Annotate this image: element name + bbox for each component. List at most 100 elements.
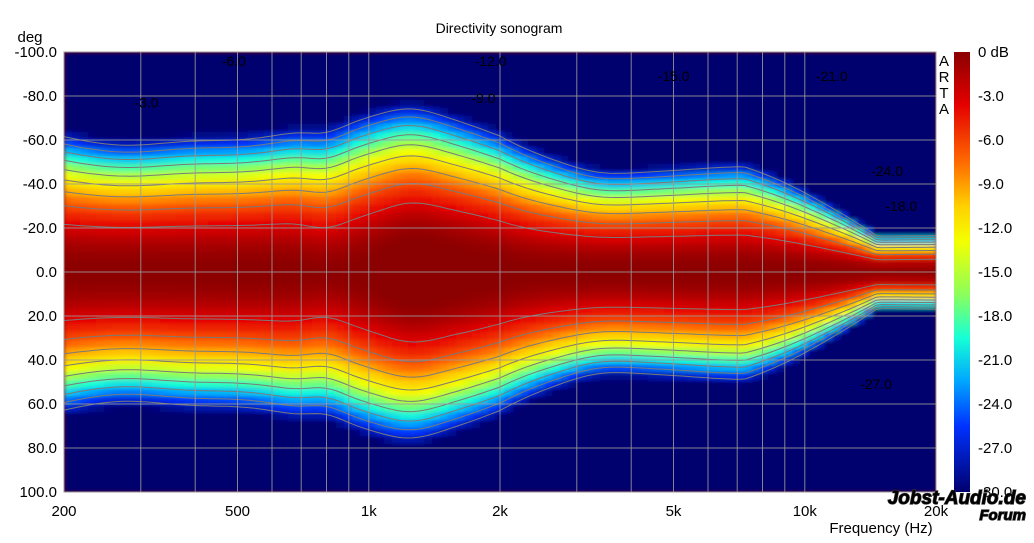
heatmap-cell [280,308,289,317]
heatmap-cell [656,164,665,173]
heatmap-cell [616,276,625,285]
heatmap-cell [816,388,825,397]
heatmap-cell [224,60,233,69]
heatmap-cell [840,404,849,413]
heatmap-cell [816,60,825,69]
heatmap-cell [312,276,321,285]
heatmap-cell [904,380,913,389]
heatmap-cell [528,236,537,245]
heatmap-cell [152,396,161,405]
heatmap-cell [824,188,833,197]
heatmap-cell [152,196,161,205]
heatmap-cell [808,172,817,181]
heatmap-cell [784,164,793,173]
heatmap-cell [752,300,761,309]
heatmap-cell [352,188,361,197]
heatmap-cell [64,252,73,261]
heatmap-cell [192,332,201,341]
heatmap-cell [216,388,225,397]
heatmap-cell [744,380,753,389]
heatmap-cell [144,164,153,173]
heatmap-cell [80,132,89,141]
heatmap-cell [504,84,513,93]
heatmap-cell [64,284,73,293]
heatmap-cell [240,300,249,309]
heatmap-cell [144,372,153,381]
heatmap-cell [144,332,153,341]
heatmap-cell [64,396,73,405]
heatmap-cell [712,372,721,381]
heatmap-cell [640,172,649,181]
heatmap-cell [672,276,681,285]
heatmap-cell [760,100,769,109]
heatmap-cell [192,340,201,349]
heatmap-cell [536,116,545,125]
heatmap-cell [912,324,921,333]
heatmap-cell [816,148,825,157]
heatmap-cell [864,396,873,405]
heatmap-cell [816,84,825,93]
heatmap-cell [72,100,81,109]
heatmap-cell [168,300,177,309]
heatmap-cell [456,332,465,341]
heatmap-cell [400,412,409,421]
heatmap-cell [552,124,561,133]
heatmap-cell [576,292,585,301]
heatmap-cell [752,348,761,357]
heatmap-cell [88,196,97,205]
heatmap-cell [888,388,897,397]
heatmap-cell [160,108,169,117]
heatmap-cell [144,100,153,109]
heatmap-cell [616,60,625,69]
heatmap-cell [296,52,305,61]
heatmap-cell [576,108,585,117]
heatmap-cell [592,84,601,93]
heatmap-cell [200,116,209,125]
heatmap-cell [632,236,641,245]
heatmap-cell [80,396,89,405]
heatmap-cell [816,68,825,77]
heatmap-cell [640,188,649,197]
heatmap-cell [528,308,537,317]
heatmap-cell [400,108,409,117]
heatmap-cell [840,348,849,357]
heatmap-cell [840,212,849,221]
heatmap-cell [864,108,873,117]
heatmap-cell [240,84,249,93]
heatmap-cell [64,100,73,109]
heatmap-cell [80,348,89,357]
heatmap-cell [128,116,137,125]
heatmap-cell [96,172,105,181]
heatmap-cell [776,212,785,221]
heatmap-cell [280,76,289,85]
heatmap-cell [336,228,345,237]
heatmap-cell [656,236,665,245]
heatmap-cell [488,244,497,253]
heatmap-cell [832,276,841,285]
heatmap-cell [400,76,409,85]
heatmap-cell [856,116,865,125]
heatmap-cell [696,300,705,309]
heatmap-cell [440,404,449,413]
heatmap-cell [544,292,553,301]
heatmap-cell [216,260,225,269]
heatmap-cell [264,380,273,389]
heatmap-cell [824,220,833,229]
heatmap-cell [288,276,297,285]
heatmap-cell [448,284,457,293]
heatmap-cell [152,108,161,117]
heatmap-cell [320,108,329,117]
heatmap-cell [504,316,513,325]
heatmap-cell [328,372,337,381]
heatmap-cell [576,252,585,261]
heatmap-cell [616,308,625,317]
heatmap-cell [280,228,289,237]
heatmap-cell [232,188,241,197]
heatmap-cell [312,100,321,109]
heatmap-cell [400,196,409,205]
heatmap-cell [152,228,161,237]
heatmap-cell [248,372,257,381]
heatmap-cell [160,412,169,421]
heatmap-cell [288,316,297,325]
heatmap-cell [600,108,609,117]
